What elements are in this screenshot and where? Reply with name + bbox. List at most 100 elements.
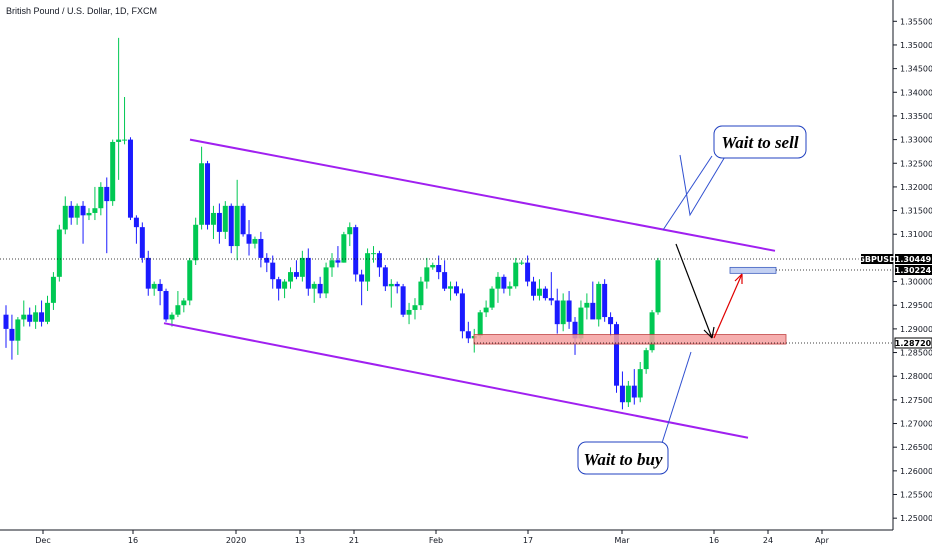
candle-up [388, 283, 394, 287]
candle-up [62, 205, 68, 230]
candle-down [127, 139, 133, 218]
candle-up [15, 319, 21, 341]
candle-up [252, 238, 258, 244]
candle-up [596, 283, 602, 320]
candle-up [329, 260, 335, 268]
candle-up [536, 288, 542, 296]
candle-down [400, 286, 406, 315]
candle-up [288, 272, 294, 282]
svg-text:1.28720: 1.28720 [895, 339, 932, 348]
candle-up [483, 307, 489, 313]
time-tick-label: Feb [429, 536, 443, 545]
svg-text:1.30224: 1.30224 [895, 266, 932, 275]
projection-up-arrowhead [734, 273, 743, 284]
candle-up [513, 262, 519, 287]
price-tick-label: 1.33500 [900, 112, 932, 121]
candle-up [92, 208, 98, 213]
symbol-price-tag: GBPUSD [858, 254, 896, 264]
price-tick-label: 1.29000 [900, 325, 932, 334]
candle-down [442, 272, 448, 289]
candle-up [151, 283, 157, 289]
candle-down [9, 328, 15, 341]
candle-up [122, 139, 128, 141]
candle-down [317, 283, 323, 294]
candle-down [525, 262, 531, 282]
candle-up [86, 212, 92, 216]
price-tick-label: 1.34500 [900, 65, 932, 74]
candle-up [489, 288, 495, 308]
candle-down [246, 234, 252, 244]
candle-up [584, 302, 590, 308]
candle-down [264, 257, 270, 263]
candle-up [187, 260, 193, 301]
candle-down [619, 385, 625, 403]
time-tick-label: Dec [35, 536, 50, 545]
candle-down [501, 276, 507, 289]
price-tick-label: 1.29500 [900, 301, 932, 310]
projection-down-arrow-line [675, 243, 713, 339]
candle-down [382, 267, 388, 287]
time-tick-label: 13 [295, 536, 305, 545]
candle-up [406, 309, 412, 315]
price-tick-label: 1.26000 [900, 467, 932, 476]
candle-up [311, 283, 317, 289]
candle-down [590, 302, 596, 320]
svg-text:1.30449: 1.30449 [895, 255, 932, 264]
candle-up [424, 267, 430, 282]
price-tick-label: 1.25000 [900, 514, 932, 523]
target-price-tag: 1.30224 [895, 265, 932, 275]
candle-up [347, 227, 353, 235]
candle-down [572, 321, 578, 339]
candle-up [507, 286, 513, 289]
candle-down [276, 279, 282, 289]
candle-up [44, 302, 50, 322]
time-tick-label: 2020 [226, 536, 246, 545]
wait-to-buy-callout: Wait to buy [577, 351, 692, 475]
candle-up [560, 300, 566, 325]
candle-down [465, 331, 471, 339]
time-tick-label: Apr [815, 536, 830, 545]
time-axis: Dec 16 2020 13 21 Feb 17 Mar 16 24 Apr [35, 530, 830, 545]
candle-up [199, 163, 205, 225]
candle-down [614, 324, 620, 386]
time-tick-label: 24 [763, 536, 773, 545]
support-zone-rect [473, 334, 787, 345]
time-tick-label: 17 [523, 536, 533, 545]
price-tick-label: 1.26500 [900, 443, 932, 452]
candle-down [145, 257, 151, 289]
candle-down [376, 253, 382, 268]
candle-down [359, 274, 365, 282]
price-tick-label: 1.35000 [900, 41, 932, 50]
support-price-tag: 1.28720 [894, 337, 932, 349]
price-tick-label: 1.30000 [900, 278, 932, 287]
candle-down [353, 227, 359, 275]
svg-text:Wait to sell: Wait to sell [721, 133, 798, 152]
candle-up [365, 253, 371, 282]
candle-up [495, 276, 501, 289]
projection-up-arrow-line [713, 273, 743, 339]
candle-up [282, 281, 288, 289]
candle-up [430, 265, 436, 268]
candle-down [305, 257, 311, 289]
candle-down [608, 317, 614, 325]
time-tick-label: 16 [128, 536, 138, 545]
candle-up [98, 186, 104, 209]
candle-up [56, 229, 62, 277]
candle-up [116, 139, 122, 142]
price-tick-label: 1.31000 [900, 230, 932, 239]
candle-up [222, 205, 228, 232]
candle-up [418, 281, 424, 306]
candle-up [110, 141, 116, 202]
price-tick-label: 1.31500 [900, 207, 932, 216]
candle-up [341, 234, 347, 263]
candle-up [477, 312, 483, 336]
candle-down [602, 283, 608, 318]
candle-down [394, 283, 400, 287]
candle-down [293, 272, 299, 277]
candle-down [459, 293, 465, 332]
candle-up [210, 212, 216, 225]
candle-down [216, 212, 222, 232]
candle-down [104, 186, 110, 202]
candle-up [643, 350, 649, 370]
candle-down [3, 314, 9, 329]
